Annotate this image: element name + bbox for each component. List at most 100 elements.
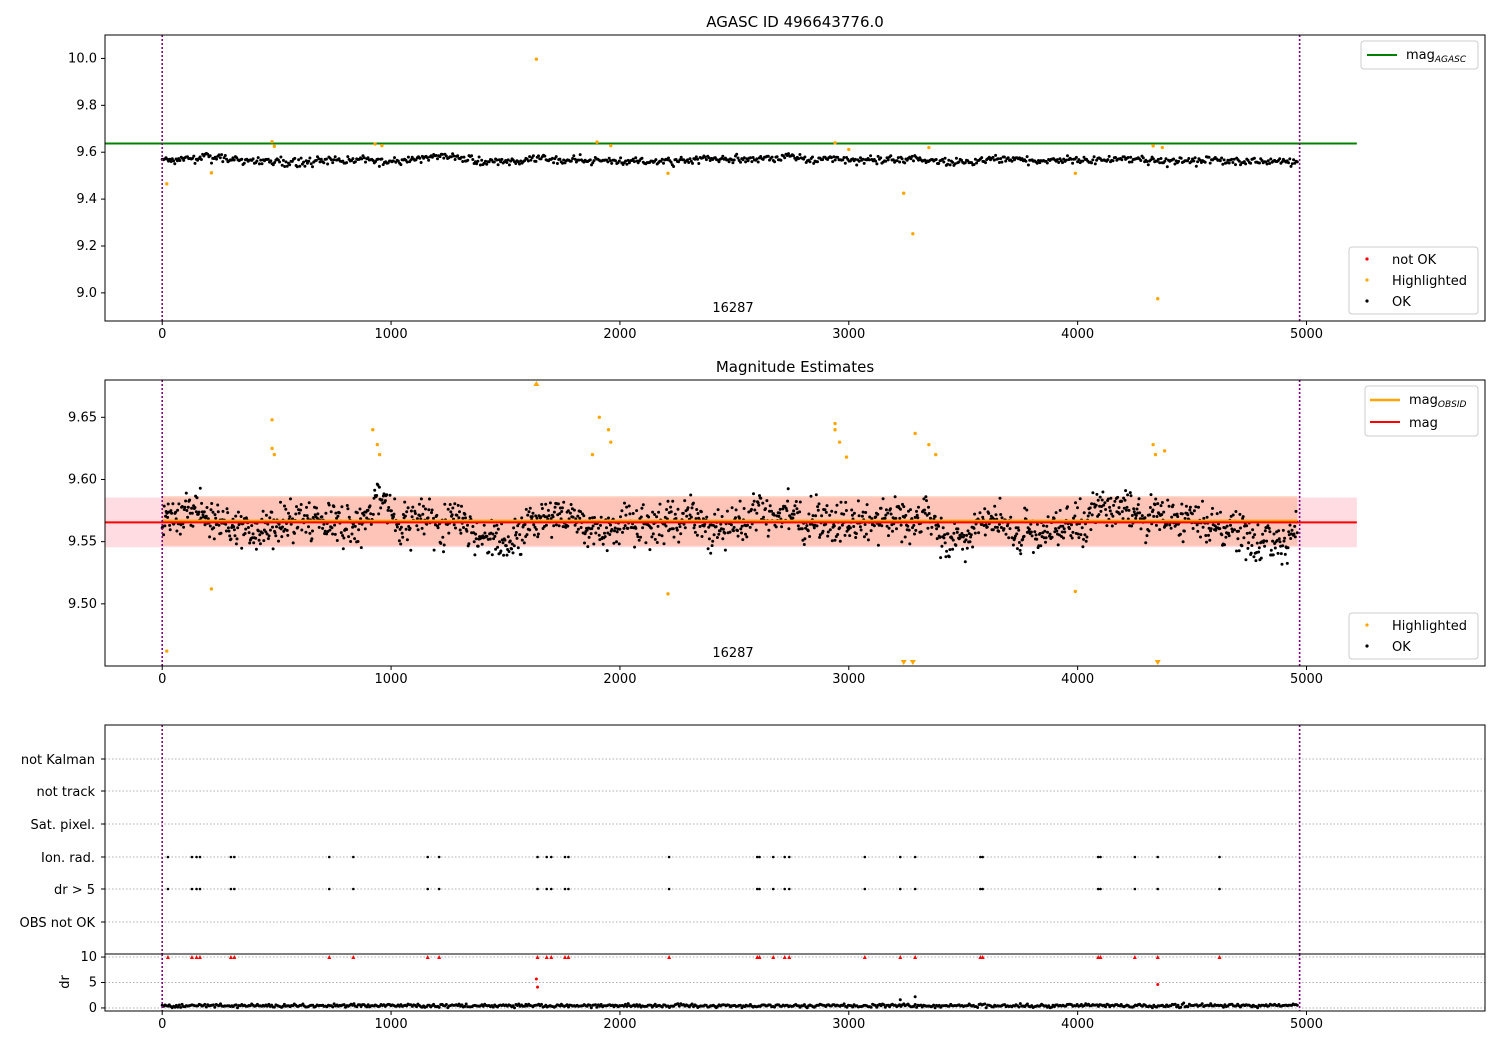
magnitude-ok-point xyxy=(752,492,755,496)
legend-box xyxy=(1360,40,1479,70)
agasc-ok-point xyxy=(861,157,865,161)
agasc-ok-point xyxy=(1106,158,1110,162)
magnitude-ok-point xyxy=(547,514,551,518)
magnitude-ok-point xyxy=(519,552,523,556)
magnitude-ok-point xyxy=(1159,504,1163,508)
magnitude-ok-point xyxy=(930,525,934,529)
dr-xtick-label: 1000 xyxy=(375,1017,408,1032)
agasc-highlighted-point xyxy=(666,171,670,176)
agasc-ok-point xyxy=(1232,157,1236,161)
dr-ok-point xyxy=(653,1002,657,1006)
agasc-panel-axes: 9.09.29.49.69.810.00 1000 2000 3000 4000 5000 xyxy=(68,51,1323,342)
magnitude-ok-point xyxy=(1124,489,1128,493)
magnitude-ok-point xyxy=(864,532,868,536)
magnitude-ok-point xyxy=(911,526,914,530)
agasc-ok-point xyxy=(329,158,333,162)
agasc-highlighted-point xyxy=(272,144,277,149)
magnitude-ok-point xyxy=(1233,528,1236,532)
agasc-ok-point xyxy=(280,163,284,167)
magnitude-ytick-label: 9.65 xyxy=(68,410,97,425)
agasc-highlighted-point xyxy=(609,143,613,148)
magnitude-ok-point xyxy=(1148,506,1152,509)
agasc-ok-point xyxy=(1287,161,1290,165)
magnitude-ok-point xyxy=(1108,505,1112,509)
magnitude-ok-point xyxy=(163,524,167,528)
dr-capped-marker xyxy=(667,955,672,960)
flags-panel-data xyxy=(105,725,1485,954)
magnitude-ok-point xyxy=(1194,505,1198,509)
agasc-ok-point xyxy=(1208,161,1212,165)
magnitude-ok-point xyxy=(1138,511,1142,515)
magnitude-ok-point xyxy=(331,532,335,536)
agasc-ok-point xyxy=(461,160,465,163)
magnitude-ok-point xyxy=(266,537,270,541)
flag-event-point xyxy=(979,855,982,859)
agasc-ok-point xyxy=(759,155,763,158)
magnitude-ok-point xyxy=(1041,531,1045,535)
magnitude-ok-point xyxy=(177,502,181,506)
magnitude-ok-point xyxy=(939,556,943,560)
agasc-ok-point xyxy=(217,153,221,157)
magnitude-ok-point xyxy=(1238,512,1242,516)
dr-ok-point xyxy=(913,1003,917,1006)
magnitude-ok-point xyxy=(480,542,484,546)
magnitude-ok-point xyxy=(1276,551,1280,555)
magnitude-xtick-label: 5000 xyxy=(1290,672,1323,687)
agasc-ok-point xyxy=(811,155,814,159)
magnitude-ok-point xyxy=(199,516,203,520)
agasc-xtick-label: 3000 xyxy=(832,327,865,342)
agasc-ok-point xyxy=(554,155,558,159)
magnitude-ok-point xyxy=(576,527,580,531)
magnitude-ok-point xyxy=(809,494,813,498)
magnitude-ok-point xyxy=(441,535,445,539)
magnitude-ok-point xyxy=(583,541,586,545)
agasc-ok-point xyxy=(694,155,698,159)
magnitude-ok-point xyxy=(711,539,715,543)
magnitude-ok-point xyxy=(715,536,719,539)
magnitude-ok-point xyxy=(942,536,946,540)
agasc-ok-point xyxy=(516,160,520,164)
agasc-ok-point xyxy=(456,154,460,158)
magnitude-ok-point xyxy=(1234,510,1238,513)
magnitude-ok-point xyxy=(887,526,891,530)
agasc-ytick-label: 9.2 xyxy=(76,239,97,254)
magnitude-ok-point xyxy=(755,511,759,515)
agasc-ok-point xyxy=(1194,164,1198,168)
magnitude-ok-point xyxy=(868,515,872,519)
agasc-ok-point xyxy=(230,158,234,162)
agasc-ok-point xyxy=(996,157,1000,161)
magnitude-ok-point xyxy=(960,532,964,535)
dr-capped-marker xyxy=(898,955,903,960)
magnitude-ok-point xyxy=(552,510,556,514)
dr-ok-point xyxy=(595,1005,599,1009)
magnitude-ok-point xyxy=(200,501,204,505)
magnitude-ok-point xyxy=(409,509,413,513)
flag-event-point xyxy=(426,855,429,859)
magnitude-ok-point xyxy=(512,526,516,530)
magnitude-ok-point xyxy=(637,538,641,542)
magnitude-ok-point xyxy=(765,499,769,503)
magnitude-ok-point xyxy=(279,500,282,504)
flag-event-point xyxy=(545,855,548,859)
legend-highlighted-label: Highlighted xyxy=(1392,619,1467,634)
agasc-ok-point xyxy=(1220,156,1224,160)
agasc-ok-point xyxy=(346,155,350,159)
agasc-ok-point xyxy=(803,155,807,159)
agasc-ok-point xyxy=(299,156,303,160)
magnitude-ok-point xyxy=(634,526,638,530)
dr-high-point xyxy=(1156,983,1160,987)
magnitude-ok-point xyxy=(943,541,947,545)
magnitude-ok-point xyxy=(622,526,626,530)
magnitude-ok-point xyxy=(1208,538,1212,542)
magnitude-ok-point xyxy=(393,497,397,501)
agasc-ok-point xyxy=(1288,157,1292,161)
agasc-ok-point xyxy=(509,159,513,163)
dr-ok-point xyxy=(594,1003,597,1007)
agasc-ok-point xyxy=(505,161,509,164)
magnitude-ok-point xyxy=(588,516,592,520)
magnitude-highlighted-point xyxy=(1153,452,1158,457)
magnitude-ok-point xyxy=(1035,537,1039,541)
magnitude-ok-point xyxy=(328,528,332,532)
agasc-ok-point xyxy=(951,160,955,164)
magnitude-ok-point xyxy=(1251,528,1255,532)
